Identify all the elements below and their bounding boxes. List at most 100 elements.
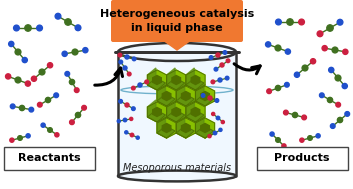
Text: Products: Products — [274, 153, 330, 163]
Circle shape — [201, 94, 205, 97]
Circle shape — [82, 105, 86, 110]
Circle shape — [283, 110, 288, 115]
Circle shape — [319, 93, 324, 98]
Polygon shape — [148, 102, 167, 122]
Polygon shape — [176, 126, 194, 138]
Circle shape — [15, 77, 21, 83]
Polygon shape — [201, 91, 209, 101]
Circle shape — [70, 79, 74, 85]
Polygon shape — [186, 70, 205, 90]
Circle shape — [308, 136, 312, 140]
Circle shape — [132, 107, 135, 111]
Circle shape — [336, 102, 341, 107]
Circle shape — [221, 121, 225, 124]
Polygon shape — [196, 94, 214, 106]
Polygon shape — [196, 116, 204, 133]
Circle shape — [310, 59, 316, 64]
Circle shape — [345, 112, 349, 116]
Circle shape — [327, 97, 333, 103]
Circle shape — [275, 45, 281, 51]
Circle shape — [130, 133, 134, 137]
Text: Mesoporous materials: Mesoporous materials — [123, 163, 231, 173]
Circle shape — [216, 53, 220, 57]
Polygon shape — [153, 75, 161, 84]
Circle shape — [218, 78, 222, 82]
Polygon shape — [148, 70, 167, 90]
Circle shape — [138, 83, 142, 87]
Circle shape — [18, 136, 22, 140]
Polygon shape — [176, 84, 185, 101]
Polygon shape — [157, 116, 166, 133]
Circle shape — [208, 96, 212, 100]
Circle shape — [329, 67, 334, 73]
Circle shape — [10, 104, 15, 109]
Circle shape — [276, 138, 280, 142]
Polygon shape — [181, 91, 190, 101]
Circle shape — [302, 115, 306, 120]
Circle shape — [74, 88, 79, 93]
Circle shape — [65, 19, 71, 25]
Circle shape — [15, 49, 21, 55]
Circle shape — [302, 65, 308, 71]
Polygon shape — [148, 78, 166, 90]
Circle shape — [294, 72, 300, 77]
Circle shape — [216, 116, 220, 120]
Circle shape — [123, 66, 127, 70]
Circle shape — [10, 138, 14, 142]
Circle shape — [145, 80, 149, 84]
Polygon shape — [153, 108, 161, 116]
Circle shape — [300, 138, 304, 142]
Polygon shape — [157, 86, 176, 106]
Polygon shape — [119, 52, 235, 176]
Circle shape — [29, 107, 34, 112]
Circle shape — [132, 57, 136, 61]
Circle shape — [226, 59, 230, 63]
Circle shape — [13, 25, 19, 31]
Polygon shape — [167, 110, 185, 122]
Circle shape — [41, 123, 45, 127]
Polygon shape — [196, 86, 215, 106]
Circle shape — [48, 128, 52, 132]
Circle shape — [25, 25, 31, 31]
Circle shape — [46, 97, 50, 103]
Circle shape — [119, 60, 122, 64]
Circle shape — [19, 105, 25, 111]
Circle shape — [26, 134, 30, 138]
Circle shape — [225, 76, 229, 80]
Ellipse shape — [119, 171, 235, 181]
Polygon shape — [186, 68, 195, 85]
Circle shape — [208, 135, 211, 138]
Circle shape — [62, 51, 67, 57]
Circle shape — [332, 47, 338, 53]
Polygon shape — [148, 68, 156, 85]
Polygon shape — [196, 84, 204, 101]
Polygon shape — [162, 123, 171, 132]
Ellipse shape — [118, 43, 236, 61]
Circle shape — [125, 55, 129, 59]
Polygon shape — [162, 91, 171, 101]
Circle shape — [37, 25, 42, 31]
Circle shape — [22, 57, 27, 63]
Polygon shape — [157, 118, 176, 138]
Polygon shape — [176, 94, 194, 106]
Circle shape — [270, 132, 274, 136]
Circle shape — [125, 103, 129, 107]
Circle shape — [127, 72, 131, 76]
Circle shape — [267, 89, 271, 94]
Circle shape — [330, 124, 335, 128]
Polygon shape — [157, 94, 175, 106]
Circle shape — [123, 118, 127, 122]
Circle shape — [275, 85, 281, 91]
Polygon shape — [186, 102, 205, 122]
Polygon shape — [167, 100, 175, 117]
Circle shape — [342, 83, 347, 89]
Circle shape — [9, 41, 14, 46]
Circle shape — [215, 99, 219, 102]
Circle shape — [322, 46, 327, 51]
Circle shape — [287, 19, 293, 25]
Circle shape — [75, 25, 81, 31]
Circle shape — [209, 56, 213, 59]
Circle shape — [292, 112, 298, 118]
Circle shape — [211, 80, 215, 84]
Circle shape — [220, 63, 224, 67]
